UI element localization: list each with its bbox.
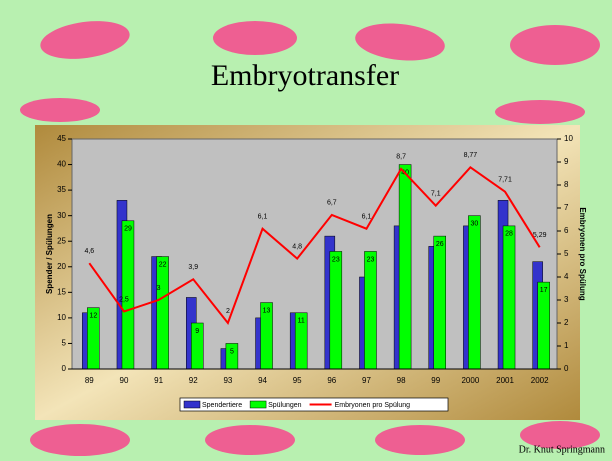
bar-data-label: 26	[436, 241, 444, 248]
page: {"title": "Embryotransfer", "footer": "D…	[0, 0, 612, 461]
plot-area	[72, 139, 557, 369]
footer: Dr. Knut Springmann	[519, 444, 605, 455]
bar-data-label: 29	[124, 226, 132, 233]
legend-swatch	[250, 401, 266, 408]
line-data-label: 4,8	[292, 243, 302, 250]
line-data-label: 8,77	[464, 152, 478, 159]
x-tick-label: 93	[223, 376, 232, 385]
bar-data-label: 23	[332, 256, 340, 263]
x-tick-label: 98	[397, 376, 406, 385]
y-tick-label: 15	[57, 287, 66, 296]
slide-title: Embryotransfer	[211, 59, 399, 92]
bar	[538, 282, 550, 369]
x-tick-label: 92	[189, 376, 198, 385]
bar-data-label: 23	[367, 256, 375, 263]
line-data-label: 6,7	[327, 200, 337, 207]
legend-swatch	[184, 401, 200, 408]
bar	[503, 226, 515, 369]
y-tick-label: 35	[57, 185, 66, 194]
y-tick-label: 45	[57, 134, 66, 143]
y2-tick-label: 8	[564, 180, 569, 189]
bar	[399, 165, 411, 369]
bar-data-label: 12	[89, 313, 97, 320]
line-data-label: 2	[226, 308, 230, 315]
y-tick-label: 0	[62, 364, 67, 373]
x-tick-label: 2001	[496, 376, 514, 385]
y-tick-label: 40	[57, 160, 66, 169]
y2-tick-label: 9	[564, 157, 569, 166]
bar-data-label: 5	[230, 348, 234, 355]
legend-label: Embryonen pro Spülung	[335, 402, 411, 409]
bar	[468, 216, 480, 369]
x-tick-label: 97	[362, 376, 371, 385]
y2-tick-label: 4	[564, 272, 569, 281]
legend-label: Spendertiere	[202, 402, 242, 409]
bar	[330, 251, 342, 369]
bar-data-label: 13	[263, 307, 271, 314]
bar	[434, 236, 446, 369]
x-tick-label: 2000	[461, 376, 479, 385]
y2-tick-label: 10	[564, 134, 573, 143]
y-tick-label: 10	[57, 313, 66, 322]
line-data-label: 4,6	[84, 248, 94, 255]
bar	[157, 257, 169, 369]
y-tick-label: 25	[57, 236, 66, 245]
y-tick-label: 30	[57, 211, 66, 220]
bar-data-label: 17	[540, 287, 548, 294]
x-tick-label: 2002	[531, 376, 549, 385]
line-data-label: 7,71	[498, 177, 512, 184]
x-tick-label: 91	[154, 376, 163, 385]
line-data-label: 3,9	[188, 264, 198, 271]
line-data-label: 7,1	[431, 191, 441, 198]
slide: Embryotransfer Dr. Knut Springmann 05101…	[0, 0, 612, 461]
x-tick-label: 90	[120, 376, 129, 385]
x-tick-label: 99	[431, 376, 440, 385]
line-data-label: 8,7	[396, 154, 406, 161]
y2-tick-label: 5	[564, 249, 569, 258]
bar	[364, 251, 376, 369]
x-tick-label: 94	[258, 376, 267, 385]
y2-tick-label: 0	[564, 364, 569, 373]
y2-tick-label: 3	[564, 295, 569, 304]
bar-data-label: 11	[298, 318, 305, 325]
x-tick-label: 95	[293, 376, 302, 385]
bar	[226, 343, 238, 369]
legend-label: Spülungen	[268, 402, 302, 409]
y-tick-label: 20	[57, 262, 66, 271]
y2-axis-title: Embryonen pro Spülung	[578, 207, 587, 300]
y-axis-title: Spender / Spülungen	[45, 214, 54, 294]
line-data-label: 2,5	[119, 296, 129, 303]
bar	[122, 221, 134, 369]
y2-tick-label: 6	[564, 226, 569, 235]
bar-data-label: 22	[159, 261, 167, 268]
y2-tick-label: 7	[564, 203, 569, 212]
x-tick-label: 96	[327, 376, 336, 385]
x-tick-label: 89	[85, 376, 94, 385]
bar-data-label: 9	[195, 328, 199, 335]
bar-data-label: 28	[505, 231, 513, 238]
line-data-label: 6,1	[362, 214, 372, 221]
y-tick-label: 5	[62, 339, 67, 348]
y2-tick-label: 1	[564, 341, 569, 350]
y2-tick-label: 2	[564, 318, 569, 327]
bar-data-label: 30	[470, 221, 478, 228]
line-data-label: 6,1	[258, 214, 268, 221]
line-data-label: 3	[157, 285, 161, 292]
